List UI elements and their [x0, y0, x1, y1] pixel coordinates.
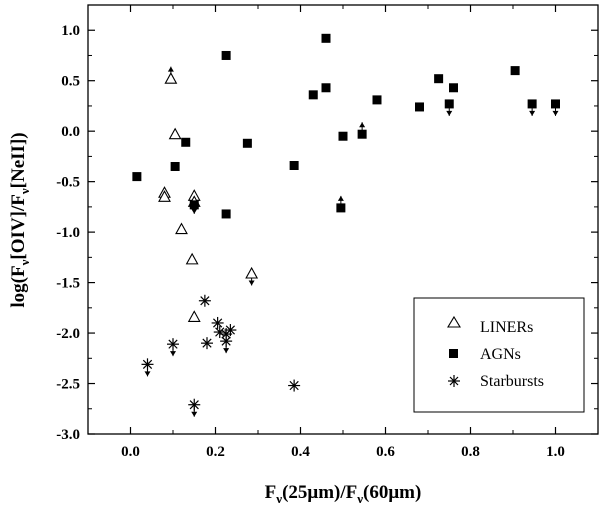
asterisk-stroke: [142, 359, 153, 369]
y-axis-title-part-2: [OIV]/F: [8, 194, 29, 259]
y-axis-title: log(Fν[OIV]/Fν[NeII]): [8, 132, 32, 307]
x-tick-label: 0.4: [291, 444, 310, 460]
limit-arrow-head: [359, 122, 366, 128]
asterisk-stroke: [213, 318, 223, 328]
agn-point: [221, 50, 231, 60]
y-tick-label: -0.5: [56, 175, 80, 191]
asterisk-stroke: [215, 327, 225, 337]
y-tick-label: -1.5: [56, 276, 80, 292]
legend-label-starbursts: Starbursts: [480, 373, 544, 390]
y-tick-label: -1.0: [56, 225, 80, 241]
y-tick-label: -2.5: [56, 377, 80, 393]
agn-point: [336, 203, 346, 213]
y-tick-label: -3.0: [56, 427, 80, 443]
x-axis-title: Fν(25μm)/Fν(60μm): [265, 482, 422, 506]
y-axis-title-sub-1: ν: [17, 259, 32, 266]
limit-arrow-head: [191, 411, 198, 417]
x-tick-label: 1.0: [546, 444, 565, 460]
y-tick-label: 1.0: [61, 23, 80, 39]
agn-point: [242, 138, 252, 148]
starburst-point: [201, 337, 213, 350]
liner-point: [175, 222, 188, 235]
agn-point: [189, 200, 199, 210]
agn-point: [415, 102, 424, 112]
agn-point: [449, 83, 458, 93]
agn-point: [357, 129, 367, 139]
liner-point: [187, 310, 201, 322]
liner-point: [168, 127, 182, 140]
limit-arrow-head: [167, 66, 174, 72]
x-axis-title-part-3: (60μm): [363, 482, 421, 503]
legend-marker-agns: [449, 349, 458, 358]
axis-tick-labels: 0.0 0.2 0.4 0.6 0.8 1.0 -3.0 -2.5 -2.0 -1.5 -1.0 -0…: [56, 23, 565, 460]
agn-point: [510, 66, 520, 76]
starburst-point: [188, 398, 201, 411]
starburst-point: [211, 316, 224, 329]
x-tick-label: 0.2: [206, 444, 225, 460]
agn-point: [170, 162, 180, 172]
agn-point: [551, 99, 560, 109]
x-axis-title-part-2: (25μm)/F: [282, 482, 357, 503]
x-tick-label: 0.8: [461, 444, 480, 460]
agn-point: [372, 95, 382, 105]
agn-point: [289, 160, 299, 170]
agn-point: [444, 99, 454, 109]
legend-marker-starbursts: [448, 375, 460, 387]
asterisk-stroke: [289, 380, 299, 391]
limit-arrow-head: [337, 195, 344, 201]
y-tick-label: -2.0: [56, 326, 80, 342]
x-tick-label: 0.6: [376, 444, 395, 460]
legend-label-liners: LINERs: [480, 319, 533, 336]
asterisk-stroke: [202, 338, 212, 348]
asterisk-stroke: [200, 296, 210, 306]
x-axis-title-part-1: F: [265, 482, 277, 503]
agn-point: [321, 33, 331, 43]
legend-box: [413, 297, 585, 413]
starburst-point: [224, 324, 237, 337]
y-axis-title-part-3: [NeII]): [8, 132, 29, 188]
liner-point: [164, 72, 178, 84]
asterisk-stroke: [189, 400, 199, 410]
asterisk-stroke: [225, 325, 235, 335]
legend: LINERs AGNs Starbursts: [413, 297, 585, 413]
agn-point: [434, 74, 444, 84]
agn-point: [527, 99, 537, 109]
agn-point: [338, 131, 348, 141]
liner-point: [158, 190, 171, 202]
limit-arrow-head: [170, 351, 176, 357]
agn-point: [181, 137, 191, 147]
agn-point: [132, 172, 142, 182]
starburst-point: [167, 338, 179, 351]
legend-marker-liners: [447, 315, 461, 328]
limit-arrow-head: [529, 110, 536, 116]
limit-arrow-head: [223, 348, 230, 354]
limit-arrow-head: [248, 280, 255, 286]
asterisk-stroke: [221, 336, 231, 346]
starburst-point: [198, 294, 211, 307]
x-tick-label: 0.0: [121, 444, 140, 460]
y-tick-label: 0.0: [61, 124, 80, 140]
y-axis-title-sub-2: ν: [17, 188, 32, 195]
data-points: [132, 33, 560, 417]
asterisk-stroke: [168, 339, 178, 349]
x-axis-title-sub-2: ν: [356, 491, 363, 506]
limit-arrow-head: [144, 371, 151, 377]
legend-label-agns: AGNs: [480, 346, 521, 363]
limit-arrow-head: [191, 208, 198, 214]
starburst-point: [220, 335, 233, 348]
liner-point: [185, 252, 199, 265]
x-axis-title-sub-1: ν: [275, 491, 282, 506]
limit-arrow-head: [552, 110, 559, 116]
y-axis-title-part-1: log(F: [8, 265, 29, 307]
liner-point: [245, 266, 259, 279]
axis-ticks: [87, 4, 599, 435]
agn-point: [321, 83, 331, 93]
agn-point: [221, 209, 231, 219]
starburst-point: [141, 358, 154, 371]
starburst-point: [288, 379, 301, 392]
y-tick-label: 0.5: [61, 74, 80, 90]
limit-arrow-head: [446, 110, 453, 116]
agn-point: [308, 90, 318, 100]
